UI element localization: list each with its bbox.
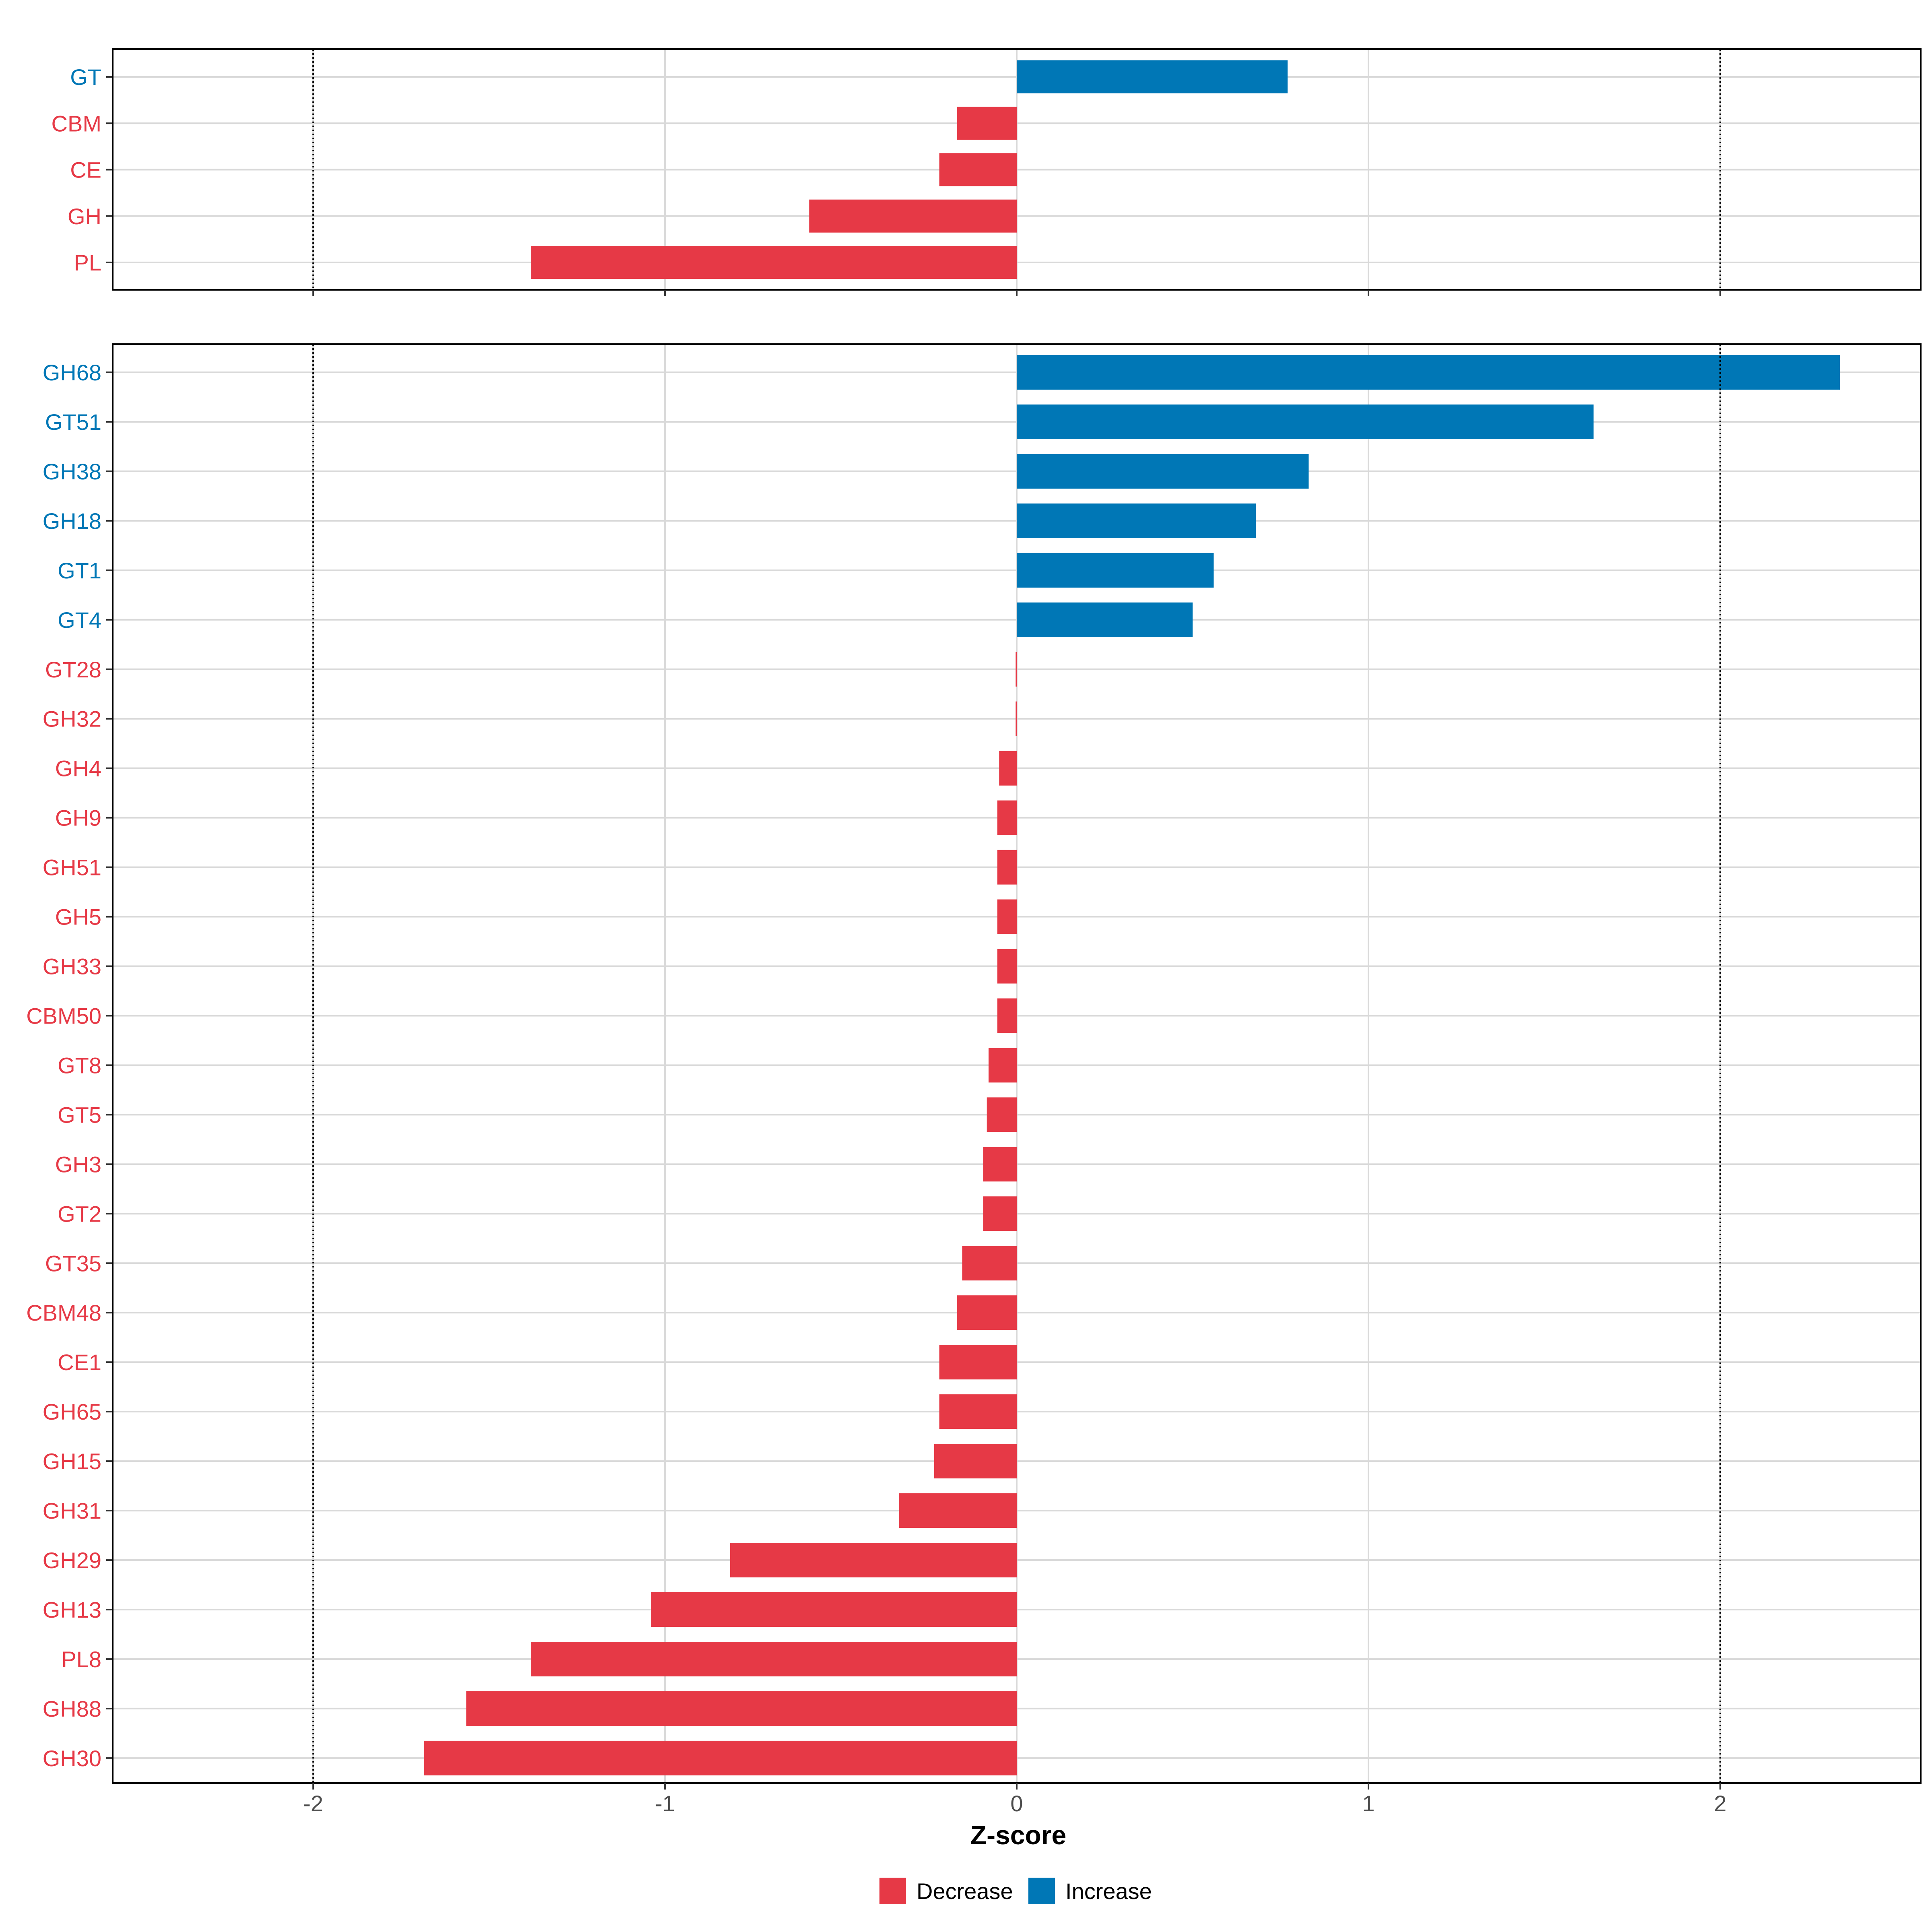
bar-gh38	[1017, 454, 1309, 489]
bar-gh5	[997, 899, 1017, 934]
bar-gh88	[466, 1691, 1017, 1726]
bar-gh30	[424, 1740, 1017, 1775]
bar-gt51	[1017, 404, 1594, 439]
category-label-gh: GH	[68, 204, 101, 229]
bar-cbm50	[997, 998, 1017, 1033]
category-label-gh31: GH31	[43, 1498, 101, 1523]
x-axis: -2 -1 0 1 2	[303, 1791, 1726, 1816]
bar-gt28	[1016, 652, 1017, 687]
category-label-gt51: GT51	[45, 409, 101, 435]
category-label-cbm50: CBM50	[26, 1003, 101, 1028]
top-panel: GT CBM CE GH PL	[52, 48, 1922, 296]
category-label-gt4: GT4	[58, 607, 101, 633]
category-label-gh33: GH33	[43, 954, 101, 979]
bar-gh31	[899, 1493, 1017, 1528]
category-label-gh29: GH29	[43, 1548, 101, 1573]
category-label-gt1: GT1	[58, 558, 101, 583]
legend-key-increase	[1028, 1878, 1055, 1904]
category-label-gt8: GT8	[58, 1053, 101, 1078]
bar-gt2	[983, 1196, 1017, 1231]
bar-ce1	[939, 1345, 1017, 1380]
bar-gh13	[651, 1592, 1017, 1627]
x-tick-label: 2	[1714, 1791, 1726, 1816]
x-tick-label: -2	[303, 1791, 323, 1816]
category-label-gh9: GH9	[55, 805, 101, 831]
bar-gh68	[1017, 355, 1840, 390]
category-label-cbm: CBM	[52, 111, 101, 136]
category-label-gh30: GH30	[43, 1746, 101, 1771]
category-label-gt35: GT35	[45, 1251, 101, 1276]
bottom-panel: GH68 GT51 GH38 GH18 GT1 GT4 GT28 GH32 GH4 GH9 GH51…	[26, 343, 1922, 1790]
bar-cbm48	[957, 1295, 1017, 1330]
bar-gh9	[997, 800, 1017, 835]
category-label-ce: CE	[70, 157, 101, 183]
bar-gt8	[989, 1048, 1017, 1083]
category-label-gh15: GH15	[43, 1449, 101, 1474]
category-label-gt: GT	[70, 64, 101, 90]
category-label-gt28: GT28	[45, 657, 101, 682]
bar-gt5	[987, 1097, 1017, 1132]
category-label-gh68: GH68	[43, 360, 101, 385]
bar-gt1	[1017, 553, 1214, 588]
category-label-pl8: PL8	[61, 1647, 101, 1672]
bar-gt4	[1017, 602, 1193, 637]
category-label-ce1: CE1	[58, 1350, 101, 1375]
bar-gh33	[997, 949, 1017, 984]
bar-gh4	[999, 751, 1017, 786]
bar-pl8	[531, 1641, 1017, 1676]
bar-gt	[1017, 60, 1288, 93]
legend-label-decrease: Decrease	[916, 1878, 1013, 1904]
category-label-gh3: GH3	[55, 1152, 101, 1177]
bar-gh3	[983, 1147, 1017, 1182]
category-label-gh65: GH65	[43, 1399, 101, 1424]
bar-gh15	[934, 1444, 1017, 1479]
category-label-gt2: GT2	[58, 1201, 101, 1226]
category-label-gh88: GH88	[43, 1696, 101, 1721]
legend: Decrease Increase	[879, 1878, 1152, 1904]
bar-gh18	[1017, 503, 1256, 538]
bar-ce	[939, 153, 1017, 186]
category-label-gh4: GH4	[55, 756, 101, 781]
category-label-gt5: GT5	[58, 1102, 101, 1127]
category-label-cbm48: CBM48	[26, 1300, 101, 1325]
bar-gh	[809, 199, 1017, 233]
bar-pl	[531, 246, 1017, 279]
bar-gt35	[962, 1246, 1017, 1281]
x-tick-label: -1	[655, 1791, 675, 1816]
category-label-pl: PL	[74, 250, 102, 275]
category-label-gh5: GH5	[55, 904, 101, 930]
category-label-gh13: GH13	[43, 1597, 101, 1622]
category-label-gh32: GH32	[43, 706, 101, 732]
category-label-gh51: GH51	[43, 855, 101, 880]
bar-gh29	[730, 1543, 1017, 1578]
category-label-gh38: GH38	[43, 459, 101, 484]
legend-label-increase: Increase	[1065, 1878, 1152, 1904]
bar-cbm	[957, 107, 1017, 140]
category-label-gh18: GH18	[43, 508, 101, 534]
x-tick-label: 0	[1010, 1791, 1023, 1816]
bar-gh51	[997, 850, 1017, 885]
legend-key-decrease	[879, 1878, 906, 1904]
x-axis-title: Z-score	[970, 1820, 1066, 1850]
bar-gh65	[939, 1394, 1017, 1429]
x-tick-label: 1	[1362, 1791, 1375, 1816]
bar-gh32	[1016, 701, 1017, 736]
